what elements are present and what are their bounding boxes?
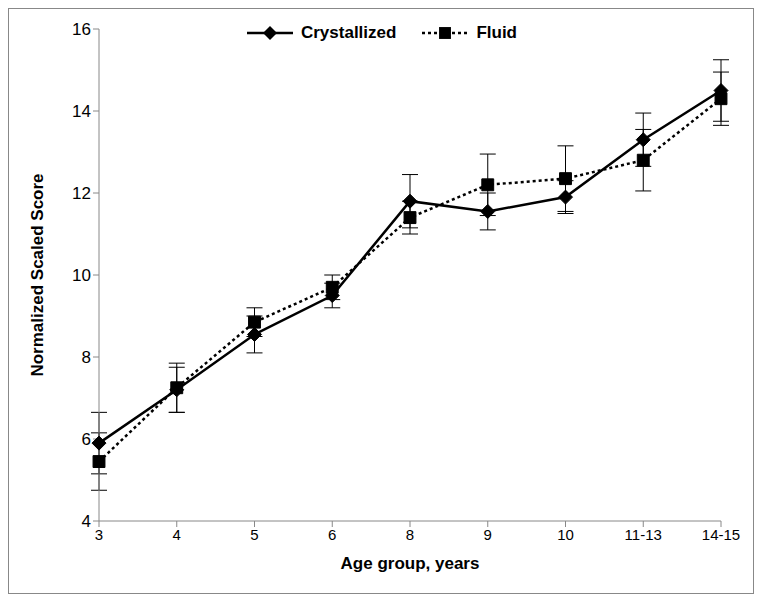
- svg-text:11-13: 11-13: [625, 526, 662, 543]
- svg-text:16: 16: [72, 20, 91, 39]
- svg-text:8: 8: [406, 526, 414, 543]
- svg-text:8: 8: [82, 348, 91, 367]
- svg-text:4: 4: [82, 512, 91, 531]
- html-text:Crystallized: Crystallized: [301, 23, 397, 42]
- svg-text:Age group, years: Age group, years: [341, 554, 480, 573]
- svg-text:14-15: 14-15: [702, 526, 740, 543]
- svg-text:10: 10: [72, 266, 91, 285]
- svg-text:10: 10: [557, 526, 574, 543]
- svg-text:Normalized Scaled Score: Normalized Scaled Score: [28, 173, 47, 376]
- svg-text:9: 9: [484, 526, 492, 543]
- svg-text:6: 6: [328, 526, 336, 543]
- svg-text:5: 5: [250, 526, 258, 543]
- html-text:Fluid: Fluid: [476, 23, 517, 42]
- svg-text:4: 4: [173, 526, 181, 543]
- svg-text:14: 14: [72, 102, 91, 121]
- svg-text:6: 6: [82, 430, 91, 449]
- svg-text:3: 3: [95, 526, 103, 543]
- svg-text:12: 12: [72, 184, 91, 203]
